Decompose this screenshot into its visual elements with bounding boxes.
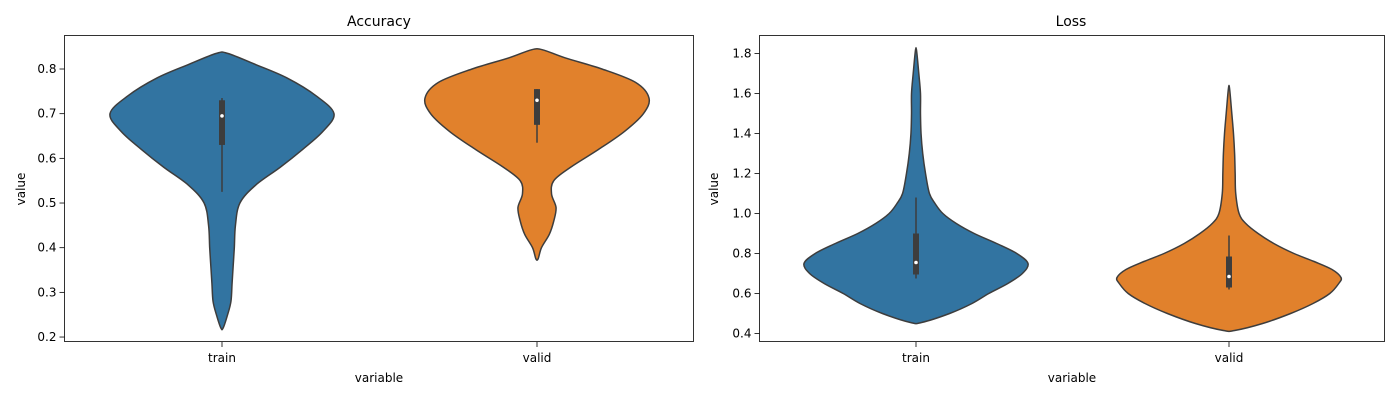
x-tick-label: train <box>902 351 930 365</box>
y-tick-label: 0.8 <box>37 62 56 76</box>
y-tick-label: 0.8 <box>732 247 751 261</box>
violin-train <box>803 46 1029 325</box>
x-tick-label: valid <box>1215 351 1244 365</box>
y-tick-label: 1.8 <box>732 47 751 61</box>
y-tick-label: 0.2 <box>37 330 56 344</box>
y-axis-label: value <box>707 173 721 206</box>
axes-frame <box>64 35 694 342</box>
y-tick-label: 1.4 <box>732 127 751 141</box>
y-tick-label: 0.6 <box>37 151 56 165</box>
y-tick-label: 0.7 <box>37 107 56 121</box>
median-valid <box>535 98 539 103</box>
median-train <box>220 114 224 118</box>
y-tick-label: 0.4 <box>37 241 56 255</box>
violin-valid <box>423 48 651 262</box>
violin-valid <box>1115 84 1343 333</box>
x-axis-label: variable <box>355 371 403 385</box>
axes-frame <box>759 35 1385 342</box>
chart-title: Accuracy <box>347 14 411 30</box>
x-ticks: train valid <box>208 342 551 365</box>
y-tick-label: 0.6 <box>732 287 751 301</box>
x-axis-label: variable <box>1048 371 1096 385</box>
y-tick-label: 1.0 <box>732 207 751 221</box>
iqr-box-valid <box>1226 256 1232 288</box>
y-ticks: 0.2 0.3 0.4 0.5 0.6 0.7 0.8 <box>37 62 65 344</box>
chart-panel-loss: Loss 0.4 0.6 0.8 1.0 1.2 1.4 1.6 1.8 train vali… <box>707 14 1385 385</box>
iqr-box-train <box>219 100 225 145</box>
y-tick-label: 0.4 <box>732 327 751 341</box>
y-axis-label: value <box>14 173 28 206</box>
x-ticks: train valid <box>902 342 1243 365</box>
y-ticks: 0.4 0.6 0.8 1.0 1.2 1.4 1.6 1.8 <box>732 47 760 341</box>
violins <box>109 48 651 331</box>
y-tick-label: 0.5 <box>37 196 56 210</box>
iqr-box-train <box>913 233 919 275</box>
iqr-box-valid <box>534 89 540 125</box>
y-tick-label: 1.2 <box>732 167 751 181</box>
median-valid <box>1227 274 1231 279</box>
x-tick-label: valid <box>523 351 552 365</box>
chart-title: Loss <box>1056 14 1087 30</box>
y-tick-label: 0.3 <box>37 285 56 299</box>
chart-panel-accuracy: Accuracy 0.2 0.3 0.4 0.5 0.6 0.7 0.8 train val… <box>14 14 694 385</box>
median-train <box>914 260 918 265</box>
violins <box>803 46 1343 333</box>
x-tick-label: train <box>208 351 236 365</box>
y-tick-label: 1.6 <box>732 87 751 101</box>
